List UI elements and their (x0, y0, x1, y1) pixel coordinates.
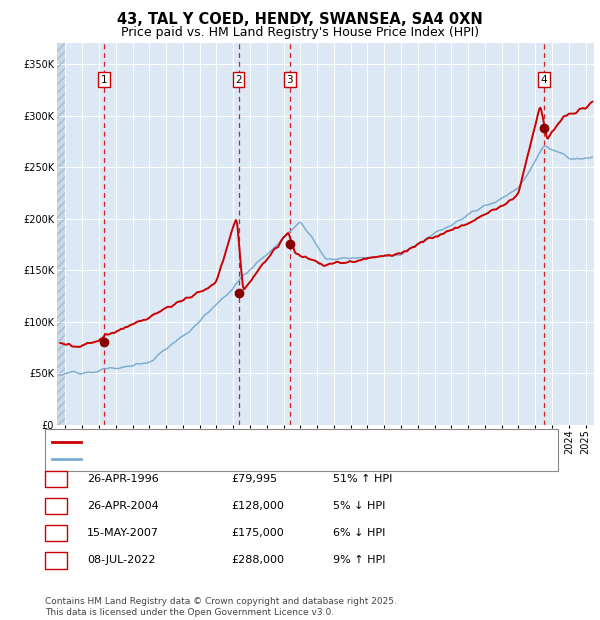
Text: 2: 2 (52, 501, 59, 511)
Text: Price paid vs. HM Land Registry's House Price Index (HPI): Price paid vs. HM Land Registry's House … (121, 26, 479, 39)
Text: 08-JUL-2022: 08-JUL-2022 (87, 556, 155, 565)
Text: 15-MAY-2007: 15-MAY-2007 (87, 528, 159, 538)
Text: 2: 2 (235, 74, 242, 84)
Text: 1: 1 (52, 474, 59, 484)
Text: 43, TAL Y COED, HENDY, SWANSEA, SA4 0XN (detached house): 43, TAL Y COED, HENDY, SWANSEA, SA4 0XN … (86, 436, 437, 446)
Text: 5% ↓ HPI: 5% ↓ HPI (333, 501, 385, 511)
Text: 6% ↓ HPI: 6% ↓ HPI (333, 528, 385, 538)
Text: HPI: Average price, detached house, Carmarthenshire: HPI: Average price, detached house, Carm… (86, 454, 386, 464)
Text: 3: 3 (52, 528, 59, 538)
Bar (57, 43, 65, 425)
Text: 26-APR-1996: 26-APR-1996 (87, 474, 159, 484)
Text: 1: 1 (101, 74, 107, 84)
Text: 9% ↑ HPI: 9% ↑ HPI (333, 556, 386, 565)
Text: £128,000: £128,000 (231, 501, 284, 511)
Bar (57, 43, 65, 425)
Text: 43, TAL Y COED, HENDY, SWANSEA, SA4 0XN: 43, TAL Y COED, HENDY, SWANSEA, SA4 0XN (117, 12, 483, 27)
Text: £175,000: £175,000 (231, 528, 284, 538)
Text: 51% ↑ HPI: 51% ↑ HPI (333, 474, 392, 484)
Text: 4: 4 (541, 74, 547, 84)
Text: Contains HM Land Registry data © Crown copyright and database right 2025.
This d: Contains HM Land Registry data © Crown c… (45, 598, 397, 617)
Text: 4: 4 (52, 556, 59, 565)
Text: 3: 3 (286, 74, 293, 84)
Text: £79,995: £79,995 (231, 474, 277, 484)
Text: £288,000: £288,000 (231, 556, 284, 565)
Text: 26-APR-2004: 26-APR-2004 (87, 501, 159, 511)
